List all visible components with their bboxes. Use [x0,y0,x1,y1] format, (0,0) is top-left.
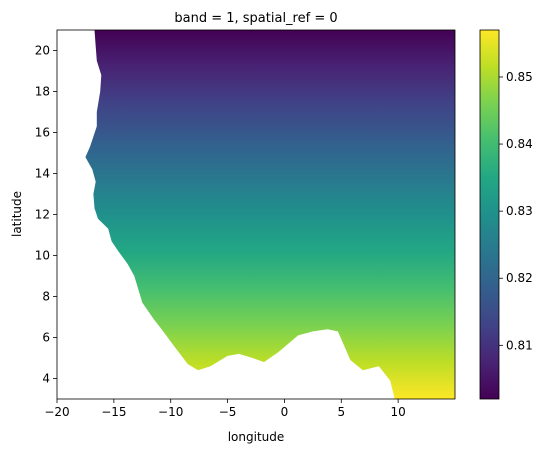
y-tick-label: 16 [35,126,50,140]
x-axis-label: longitude [228,430,285,444]
y-tick-label: 10 [35,249,50,263]
x-tick-label: −10 [158,405,183,419]
y-tick-label: 4 [42,372,50,386]
colorbar-gradient [480,30,499,399]
colorbar-tick-label: 0.83 [506,204,533,218]
land-raster [85,30,455,399]
y-tick-label: 12 [35,208,50,222]
y-tick-label: 6 [42,331,50,345]
colorbar-tick-label: 0.84 [506,137,533,151]
colorbar-frame [479,29,500,400]
y-axis-label: latitude [10,191,24,237]
colorbar-tick-label: 0.81 [506,338,533,352]
colorbar-tick-label: 0.82 [506,271,533,285]
y-axis-ticks: 4 6 8 10 12 14 16 18 20 [35,44,57,386]
x-tick-label: 5 [337,405,345,419]
colorbar [480,30,499,399]
chart-title: band = 1, spatial_ref = 0 [174,11,337,26]
y-tick-label: 18 [35,85,50,99]
x-tick-label: −5 [219,405,237,419]
colorbar-tick-label: 0.85 [506,70,533,84]
heatmap-field [85,30,455,399]
y-tick-label: 8 [42,290,50,304]
x-tick-label: 10 [391,405,406,419]
x-axis-ticks: −20 −15 −10 −5 0 5 10 [44,399,406,419]
y-tick-label: 20 [35,44,50,58]
x-tick-label: −15 [101,405,126,419]
colorbar-ticks: 0.81 0.82 0.83 0.84 0.85 [499,70,533,352]
x-tick-label: −20 [44,405,69,419]
x-tick-label: 0 [281,405,289,419]
y-tick-label: 14 [35,167,50,181]
